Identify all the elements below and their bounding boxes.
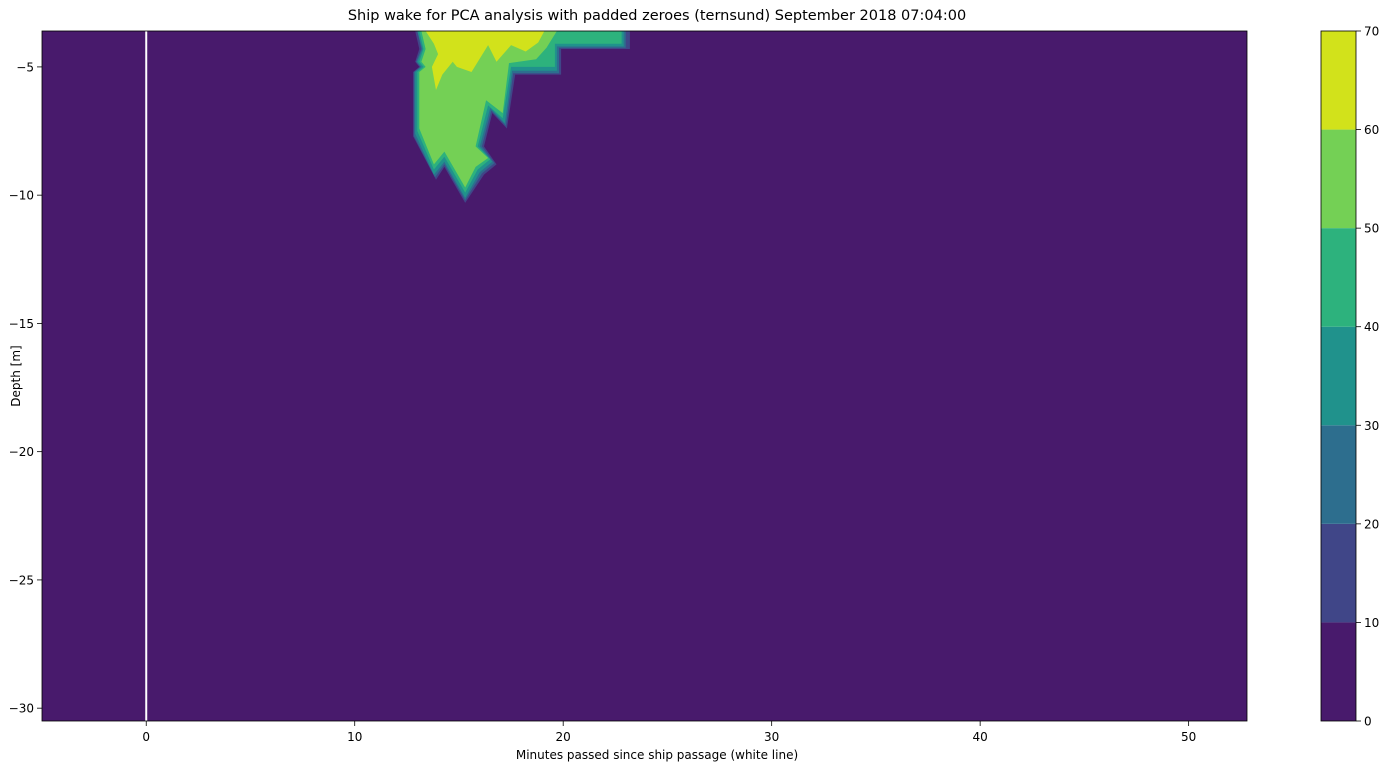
colorbar-tick-label: 70: [1364, 25, 1379, 39]
colorbar-frame: [1320, 30, 1357, 722]
y-tick-label: −10: [9, 189, 34, 203]
colorbar-band-60-70: [1321, 31, 1356, 130]
x-tick-label: 50: [1181, 730, 1196, 744]
y-tick-label: −15: [9, 317, 34, 331]
colorbar-bands: [1321, 31, 1356, 721]
x-tick-label: 0: [142, 730, 150, 744]
y-tick-label: −5: [16, 60, 34, 74]
x-tick-label: 30: [764, 730, 779, 744]
colorbar-band-10-20: [1321, 523, 1356, 623]
contour-regions: [413, 31, 630, 203]
contour-region-50-60: [419, 31, 557, 188]
x-tick-label: 40: [973, 730, 988, 744]
x-axis-label: Minutes passed since ship passage (white…: [516, 748, 798, 762]
colorbar-tick-label: 20: [1364, 517, 1379, 531]
colorbar-ticks: 0 10 20 30 40 50 60 70: [1356, 25, 1379, 729]
colorbar-tick-label: 60: [1364, 123, 1379, 137]
colorbar-tick-label: 50: [1364, 222, 1379, 236]
chart-title: Ship wake for PCA analysis with padded z…: [348, 8, 966, 24]
colorbar-band-20-30: [1321, 425, 1356, 524]
plot-background-level-0-10: [42, 31, 1247, 721]
colorbar-band-50-60: [1321, 129, 1356, 229]
contour-region-60-70: [425, 31, 545, 90]
y-axis-ticks: −5 −10 −15 −20 −25 −30: [9, 60, 42, 716]
plot-area: [41, 30, 1248, 722]
y-tick-label: −30: [9, 702, 34, 716]
y-tick-label: −20: [9, 445, 34, 459]
colorbar-tick-label: 0: [1364, 715, 1372, 729]
colorbar-tick-label: 40: [1364, 320, 1379, 334]
y-tick-label: −25: [9, 573, 34, 587]
colorbar-band-30-40: [1321, 326, 1356, 426]
x-tick-label: 10: [347, 730, 362, 744]
x-axis-ticks: 0 10 20 30 40 50: [142, 721, 1196, 744]
colorbar-tick-label: 30: [1364, 419, 1379, 433]
colorbar-band-0-10: [1321, 622, 1356, 721]
colorbar-tick-label: 10: [1364, 616, 1379, 630]
y-axis-label: Depth [m]: [9, 345, 23, 406]
plot-frame: [41, 30, 1248, 722]
colorbar-band-40-50: [1321, 228, 1356, 327]
x-tick-label: 20: [556, 730, 571, 744]
colorbar: 0 10 20 30 40 50 60 70: [1320, 25, 1379, 729]
